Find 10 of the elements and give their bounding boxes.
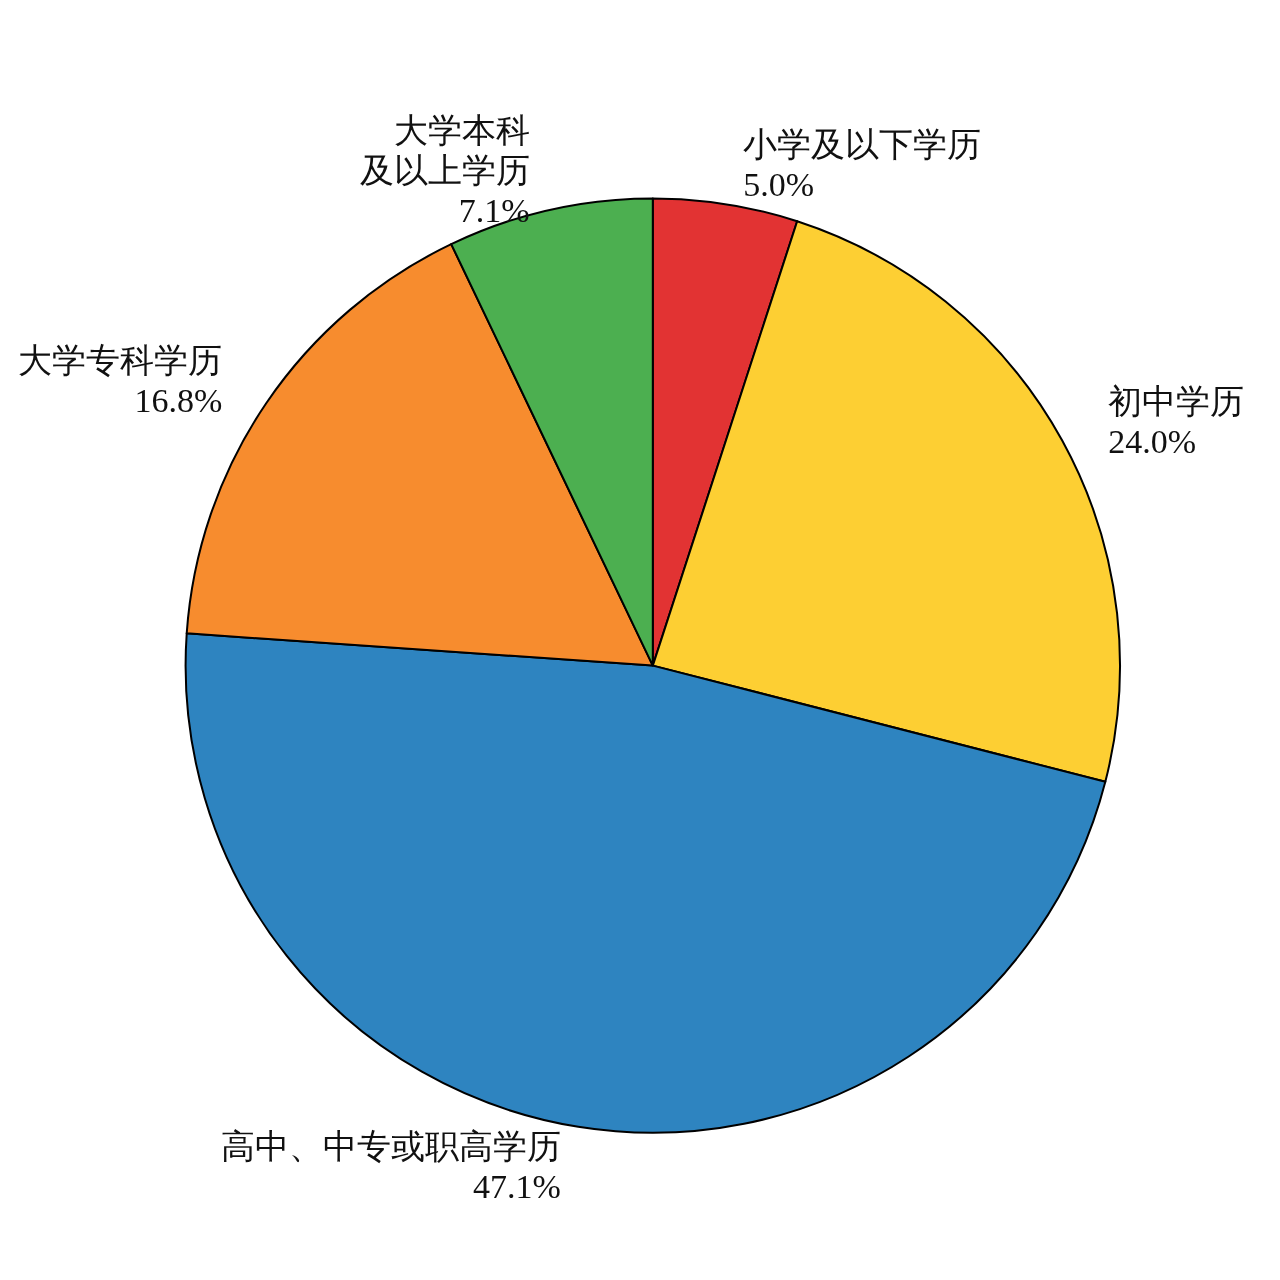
data-label: 5.0% [743, 166, 814, 204]
slice-label: 高中、中专或职高学历 [220, 1127, 561, 1165]
slice-label: 初中学历 [1108, 382, 1245, 420]
data-label: 7.1% [458, 192, 530, 230]
slice-label: 大学专科学历 [18, 342, 223, 380]
data-label: 47.1% [473, 1167, 561, 1205]
slice-label: 小学及以下学历 [743, 126, 982, 164]
slice-label: 大学本科及以上学历 [359, 112, 530, 190]
data-label: 24.0% [1108, 422, 1197, 460]
data-label: 16.8% [134, 382, 223, 420]
